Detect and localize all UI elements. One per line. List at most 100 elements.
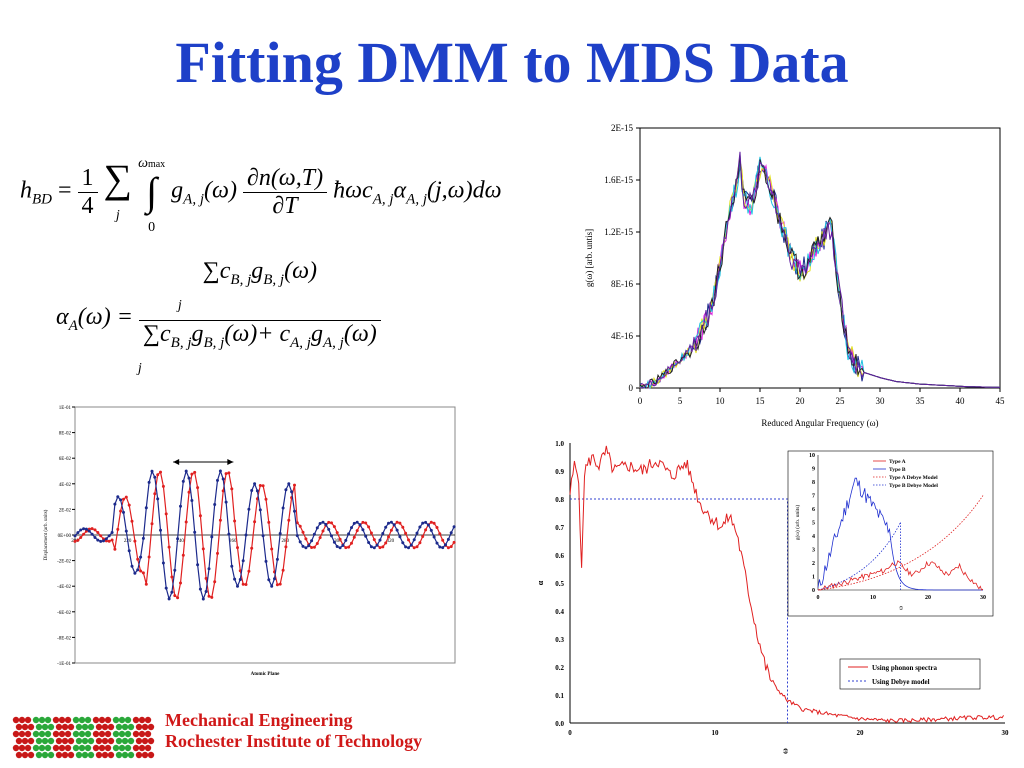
x-tick-label: 30: [876, 396, 886, 406]
logo-atom: [84, 716, 92, 724]
wave-point: [96, 538, 100, 542]
wave-point: [233, 577, 237, 581]
wave-point: [196, 486, 200, 490]
logo-atom: [101, 751, 109, 759]
logo-atom: [92, 730, 100, 738]
wave-point: [141, 536, 145, 540]
wave-point: [104, 539, 108, 543]
logo-atom: [101, 723, 109, 731]
wave-point: [381, 545, 385, 549]
wave-point: [184, 469, 188, 473]
inset-y-tick-label: 6: [812, 507, 815, 513]
footer-line-1: Mechanical Engineering: [165, 710, 353, 730]
logo-atom: [121, 723, 129, 731]
wave-point: [136, 568, 140, 572]
wave-point: [150, 522, 154, 526]
wave-point: [210, 535, 214, 539]
wave-point: [244, 533, 248, 537]
logo-atom: [52, 744, 60, 752]
logo-atom: [58, 716, 66, 724]
wave-point: [350, 526, 353, 530]
wave-point: [79, 528, 83, 532]
wave-point: [201, 597, 205, 601]
inset-legend: Type A Type B Type A Debye Model Type B Deb…: [873, 459, 938, 489]
wave-point: [204, 576, 208, 580]
wave-point: [304, 537, 308, 541]
wave-point: [321, 520, 325, 524]
wave-point: [424, 528, 428, 532]
logo-atom: [92, 744, 100, 752]
wave-point: [347, 532, 351, 536]
wave-point: [378, 546, 382, 550]
wave-point: [270, 584, 274, 588]
wave-point: [161, 561, 165, 565]
inset-x-tick-label: 30: [980, 595, 986, 601]
logo-atom: [24, 730, 32, 738]
inset-y-tick-label: 2: [812, 561, 815, 567]
logo-atom: [35, 751, 43, 759]
logo-atom: [58, 730, 66, 738]
x-axis-label: ω: [781, 748, 790, 754]
logo-atom: [124, 744, 132, 752]
logo-atom: [87, 723, 95, 731]
wave-point: [230, 487, 234, 491]
logo-atom: [115, 737, 123, 745]
x-tick-label: 0: [568, 729, 572, 737]
wave-point: [187, 490, 191, 494]
debye-line: [570, 498, 788, 723]
inset-x-tick-label: 20: [925, 595, 931, 601]
wave-point: [367, 525, 371, 529]
wave-point: [441, 546, 445, 550]
wave-point: [435, 526, 439, 529]
wave-point: [258, 508, 262, 512]
nanotube-logo-icon: [12, 716, 155, 759]
wave-point: [90, 527, 94, 531]
logo-atom: [44, 716, 52, 724]
wave-point: [441, 538, 445, 542]
logo-atom: [58, 744, 66, 752]
wave-point: [173, 568, 177, 572]
wave-point: [324, 522, 328, 526]
wave-point: [261, 484, 265, 488]
wave-point: [315, 526, 319, 530]
inset-y-tick-label: 1: [812, 575, 815, 581]
wave-point: [207, 567, 211, 571]
logo-atom: [55, 723, 63, 731]
x-tick-label: 20: [857, 729, 865, 737]
wave-point: [407, 546, 410, 550]
wave-point: [278, 582, 282, 586]
wave-point: [301, 530, 305, 534]
wave-point: [404, 531, 408, 535]
wave-point: [227, 532, 231, 536]
wave-point: [344, 546, 348, 550]
logo-atom: [107, 723, 115, 731]
inset-x-tick-label: 10: [870, 595, 876, 601]
wave-point: [315, 542, 319, 545]
wave-point: [352, 521, 356, 525]
wave-point: [224, 472, 228, 476]
wave-point: [190, 499, 194, 502]
wave-point: [107, 534, 111, 538]
wave-point: [258, 484, 262, 487]
wave-point: [361, 528, 365, 532]
wave-point: [275, 557, 279, 561]
y-tick-label: 0.5: [555, 580, 564, 588]
logo-atom: [61, 723, 69, 731]
wave-point: [264, 559, 268, 563]
wave-point: [133, 539, 137, 543]
wave-point: [230, 564, 234, 568]
wave-point: [119, 498, 123, 502]
logo-atom: [107, 737, 115, 745]
wave-point: [184, 520, 188, 524]
wave-point: [147, 555, 151, 559]
wave-point: [369, 545, 373, 549]
wave-point: [338, 537, 342, 541]
logo-atom: [21, 737, 29, 745]
logo-atom: [24, 744, 32, 752]
wave-point: [384, 525, 388, 529]
wave-point: [96, 531, 100, 534]
wave-point: [164, 512, 168, 516]
logo-atom: [98, 730, 106, 738]
wave-point: [398, 535, 402, 539]
inset-y-tick-label: 3: [812, 548, 815, 554]
